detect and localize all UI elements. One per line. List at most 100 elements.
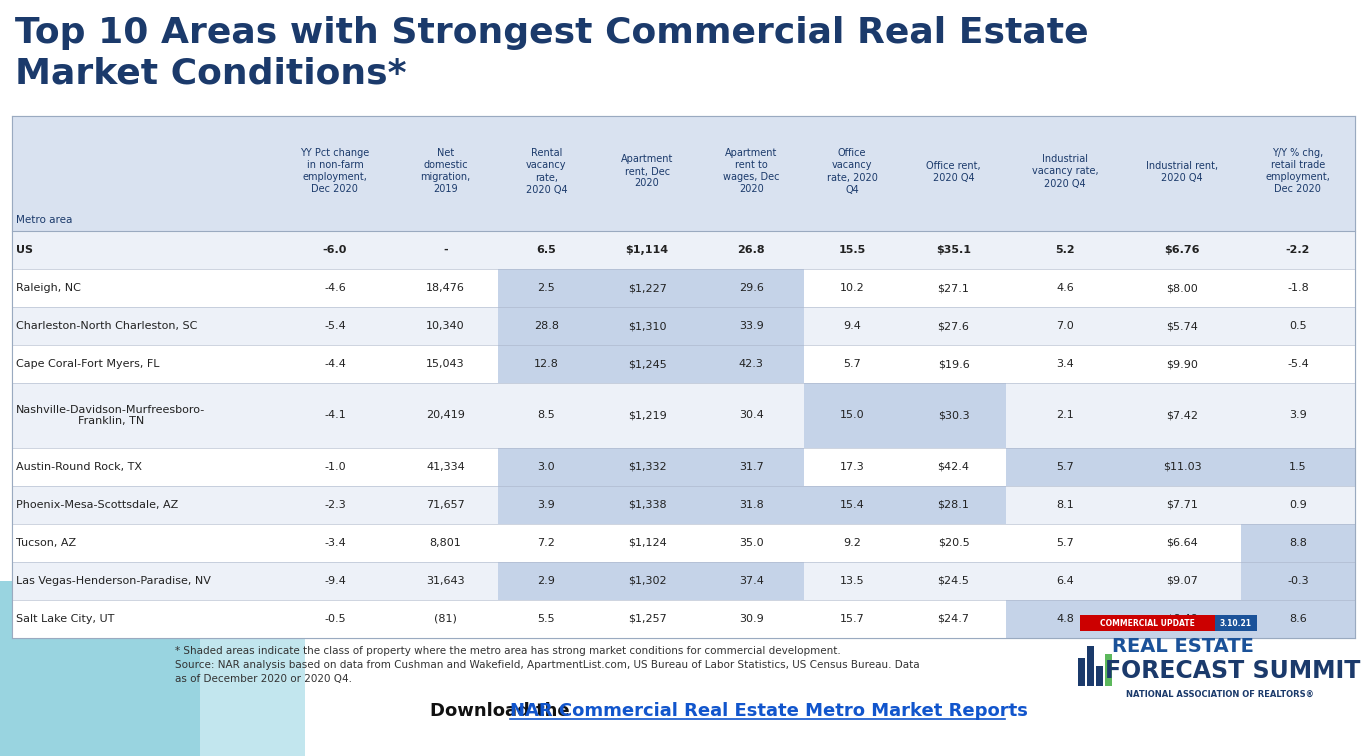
Text: as of December 2020 or 2020 Q4.: as of December 2020 or 2020 Q4.	[175, 674, 352, 684]
Text: 28.8: 28.8	[533, 321, 559, 331]
Text: Rental
vacancy
rate,
2020 Q4: Rental vacancy rate, 2020 Q4	[525, 148, 568, 194]
FancyBboxPatch shape	[595, 269, 699, 307]
Text: 10.2: 10.2	[839, 283, 865, 293]
Text: 7.0: 7.0	[1056, 321, 1073, 331]
Text: 2.5: 2.5	[537, 283, 555, 293]
FancyBboxPatch shape	[1124, 600, 1241, 638]
Text: 6.5: 6.5	[536, 245, 557, 255]
FancyBboxPatch shape	[498, 307, 595, 345]
FancyBboxPatch shape	[498, 345, 595, 383]
Text: -4.4: -4.4	[324, 359, 345, 369]
FancyBboxPatch shape	[12, 116, 1355, 231]
Text: 1.5: 1.5	[1289, 462, 1307, 472]
Text: Phoenix-Mesa-Scottsdale, AZ: Phoenix-Mesa-Scottsdale, AZ	[16, 500, 178, 510]
FancyBboxPatch shape	[498, 448, 595, 486]
FancyBboxPatch shape	[12, 116, 1355, 638]
FancyBboxPatch shape	[699, 307, 803, 345]
Text: 31,643: 31,643	[426, 576, 465, 586]
Text: $8.00: $8.00	[1167, 283, 1198, 293]
Text: $30.3: $30.3	[938, 411, 969, 420]
Text: $9.07: $9.07	[1167, 576, 1198, 586]
Text: -1.8: -1.8	[1287, 283, 1309, 293]
FancyBboxPatch shape	[0, 581, 304, 756]
FancyBboxPatch shape	[1006, 448, 1124, 486]
Text: 15.4: 15.4	[839, 500, 865, 510]
Text: $28.1: $28.1	[938, 500, 969, 510]
Text: Apartment
rent, Dec
2020: Apartment rent, Dec 2020	[621, 154, 673, 188]
Text: Net
domestic
migration,
2019: Net domestic migration, 2019	[421, 148, 470, 194]
FancyBboxPatch shape	[595, 486, 699, 524]
Text: -2.3: -2.3	[324, 500, 345, 510]
Text: Apartment
rent to
wages, Dec
2020: Apartment rent to wages, Dec 2020	[723, 148, 780, 194]
Text: Industrial rent,
2020 Q4: Industrial rent, 2020 Q4	[1146, 160, 1219, 182]
Text: 3.10.21: 3.10.21	[1220, 618, 1252, 627]
Text: 5.7: 5.7	[843, 359, 861, 369]
Text: $1,124: $1,124	[628, 538, 666, 548]
FancyBboxPatch shape	[12, 345, 1355, 383]
Text: $11.03: $11.03	[1163, 462, 1201, 472]
Text: -2.2: -2.2	[1286, 245, 1311, 255]
FancyBboxPatch shape	[901, 486, 1006, 524]
Text: -4.1: -4.1	[324, 411, 345, 420]
FancyBboxPatch shape	[12, 524, 1355, 562]
Text: 4.8: 4.8	[1056, 614, 1073, 624]
FancyBboxPatch shape	[1078, 658, 1084, 686]
Text: FORECAST SUMMIT: FORECAST SUMMIT	[1105, 659, 1360, 683]
FancyBboxPatch shape	[1095, 666, 1104, 686]
FancyBboxPatch shape	[1006, 600, 1124, 638]
Text: $1,227: $1,227	[628, 283, 666, 293]
Text: YY Pct change
in non-farm
employment,
Dec 2020: YY Pct change in non-farm employment, De…	[300, 148, 370, 194]
FancyBboxPatch shape	[1241, 524, 1355, 562]
Text: $7.71: $7.71	[1167, 500, 1198, 510]
Text: -5.4: -5.4	[1287, 359, 1309, 369]
Text: $20.5: $20.5	[938, 538, 969, 548]
Text: 26.8: 26.8	[738, 245, 765, 255]
Text: $1,219: $1,219	[628, 411, 666, 420]
Text: 42.3: 42.3	[739, 359, 764, 369]
Text: 12.8: 12.8	[533, 359, 559, 369]
Text: 2.9: 2.9	[537, 576, 555, 586]
FancyBboxPatch shape	[12, 383, 1355, 448]
Text: 13.5: 13.5	[840, 576, 864, 586]
Text: $6.76: $6.76	[1164, 245, 1200, 255]
Text: 15.0: 15.0	[840, 411, 864, 420]
Text: 15.5: 15.5	[839, 245, 865, 255]
FancyBboxPatch shape	[699, 345, 803, 383]
Text: $1,338: $1,338	[628, 500, 666, 510]
FancyBboxPatch shape	[12, 307, 1355, 345]
Text: $24.7: $24.7	[938, 614, 969, 624]
Text: 9.2: 9.2	[843, 538, 861, 548]
Text: Top 10 Areas with Strongest Commercial Real Estate: Top 10 Areas with Strongest Commercial R…	[15, 16, 1089, 50]
Text: $42.4: $42.4	[938, 462, 969, 472]
Text: 7.2: 7.2	[537, 538, 555, 548]
Text: REAL ESTATE: REAL ESTATE	[1112, 637, 1254, 655]
Text: -0.3: -0.3	[1287, 576, 1309, 586]
Text: Cape Coral-Fort Myers, FL: Cape Coral-Fort Myers, FL	[16, 359, 159, 369]
Text: 8.8: 8.8	[1289, 538, 1307, 548]
Text: $19.6: $19.6	[938, 359, 969, 369]
Text: -1.0: -1.0	[324, 462, 345, 472]
FancyBboxPatch shape	[1215, 615, 1257, 631]
Text: -: -	[443, 245, 448, 255]
FancyBboxPatch shape	[498, 269, 595, 307]
Text: 5.2: 5.2	[1056, 245, 1075, 255]
Text: Market Conditions*: Market Conditions*	[15, 56, 407, 90]
Text: -3.4: -3.4	[324, 538, 345, 548]
Text: 5.7: 5.7	[1056, 538, 1073, 548]
Text: 3.9: 3.9	[1289, 411, 1307, 420]
Text: 37.4: 37.4	[739, 576, 764, 586]
Text: -9.4: -9.4	[324, 576, 345, 586]
Text: 17.3: 17.3	[839, 462, 865, 472]
FancyBboxPatch shape	[1241, 600, 1355, 638]
FancyBboxPatch shape	[12, 231, 1355, 269]
Text: $27.6: $27.6	[938, 321, 969, 331]
FancyBboxPatch shape	[699, 269, 803, 307]
Text: 5.7: 5.7	[1056, 462, 1073, 472]
Text: -0.5: -0.5	[324, 614, 345, 624]
Text: $27.1: $27.1	[938, 283, 969, 293]
Text: 3.4: 3.4	[1056, 359, 1073, 369]
Text: Las Vegas-Henderson-Paradise, NV: Las Vegas-Henderson-Paradise, NV	[16, 576, 211, 586]
FancyBboxPatch shape	[12, 269, 1355, 307]
Text: Raleigh, NC: Raleigh, NC	[16, 283, 81, 293]
FancyBboxPatch shape	[0, 581, 200, 756]
